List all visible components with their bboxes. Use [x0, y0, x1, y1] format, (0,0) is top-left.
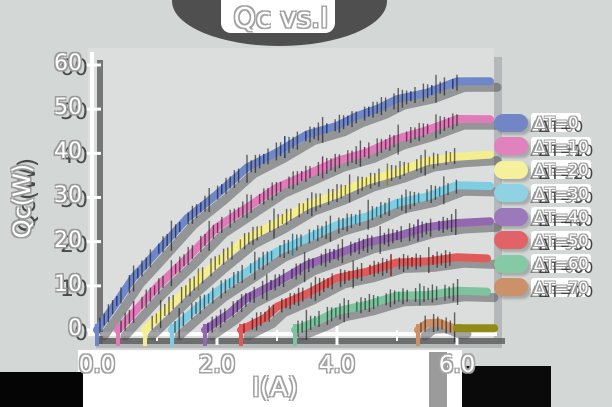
- y-tick-label: 30: [54, 183, 82, 208]
- y-tick-label: 10: [54, 272, 82, 297]
- legend-item: ΔT=70: [494, 277, 612, 297]
- legend-item: ΔT=40: [494, 207, 612, 227]
- legend-item: ΔT=20: [494, 160, 612, 180]
- legend-label: ΔT=40: [531, 207, 592, 227]
- x-tick-label: 4.0: [318, 352, 356, 378]
- legend-swatch: [494, 137, 528, 156]
- legend-swatch: [494, 231, 528, 250]
- x-axis-label: I(A): [252, 373, 298, 403]
- legend-item: ΔT=10: [494, 136, 612, 156]
- shadow-blob-bottom-right: [462, 366, 551, 407]
- shadow-blob-bottom-left: [0, 372, 83, 407]
- x-axis-band: [78, 350, 462, 407]
- legend-item: ΔT=30: [494, 183, 612, 203]
- legend-swatch: [494, 160, 528, 179]
- legend-swatch: [494, 254, 528, 273]
- y-tick-label: 60: [54, 51, 82, 76]
- legend-label: ΔT=10: [531, 136, 592, 156]
- legend-item: ΔT=0: [494, 113, 612, 132]
- x-tick-label: 6.0: [438, 352, 476, 378]
- x-tick-label: 2.0: [198, 352, 236, 378]
- legend-swatch: [494, 113, 528, 132]
- legend-label: ΔT=70: [531, 277, 592, 297]
- y-tick-label: 50: [54, 95, 82, 120]
- x-tick-label: 0.0: [78, 352, 116, 378]
- legend-label: ΔT=0: [531, 113, 582, 132]
- shadow-strip: [429, 352, 447, 407]
- legend-item: ΔT=60: [494, 254, 612, 274]
- legend: ΔT=0 ΔT=10 ΔT=20 ΔT=30 ΔT=40 ΔT=50 ΔT=60: [494, 113, 612, 297]
- legend-item: ΔT=50: [494, 230, 612, 250]
- legend-swatch: [494, 184, 528, 203]
- page-title: Qc vs.I: [233, 1, 329, 34]
- legend-label: ΔT=50: [531, 230, 592, 250]
- legend-label: ΔT=60: [531, 254, 592, 274]
- legend-swatch: [494, 278, 528, 297]
- legend-swatch: [494, 207, 528, 226]
- y-axis-label: Qc(W): [8, 163, 36, 239]
- title-banner: [221, 0, 335, 33]
- legend-label: ΔT=30: [531, 183, 592, 203]
- y-tick-label: 20: [54, 228, 82, 253]
- legend-label: ΔT=20: [531, 160, 592, 180]
- y-tick-label: 0: [68, 316, 82, 341]
- y-tick-label: 40: [54, 139, 82, 164]
